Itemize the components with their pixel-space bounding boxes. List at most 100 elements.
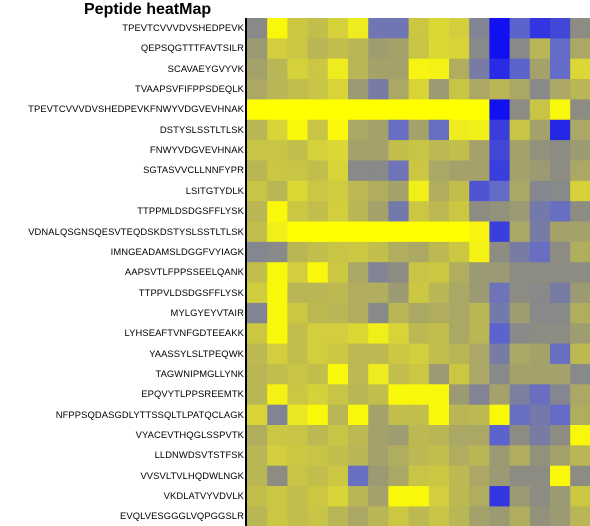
- heat-cell: [550, 58, 571, 80]
- heat-cell: [307, 323, 329, 345]
- heat-cell: [267, 445, 288, 467]
- heat-cell: [327, 38, 349, 60]
- heat-cell: [428, 140, 450, 162]
- heat-cell: [368, 160, 389, 182]
- heat-cell: [469, 465, 490, 487]
- heat-cell: [449, 58, 470, 80]
- heat-cell: [449, 282, 470, 304]
- heat-cell: [327, 99, 349, 121]
- heat-cell: [489, 221, 511, 243]
- heat-cell: [388, 506, 410, 526]
- heat-cell: [368, 18, 389, 39]
- heat-cell: [368, 262, 389, 284]
- heat-cell: [327, 79, 349, 100]
- heat-cell: [449, 425, 470, 446]
- heat-cell: [529, 465, 551, 487]
- heat-cell: [449, 180, 470, 202]
- heat-cell: [529, 180, 551, 202]
- heat-cell: [550, 465, 571, 487]
- heat-cell: [348, 404, 369, 426]
- heat-cell: [428, 38, 450, 60]
- heat-cell: [428, 425, 450, 446]
- heat-cell: [327, 343, 349, 365]
- heat-cell: [469, 241, 490, 263]
- heat-cell: [550, 160, 571, 182]
- row-label: FNWYVDGVEVHNAK: [149, 144, 244, 156]
- heat-cell: [247, 486, 268, 507]
- heat-cell: [550, 140, 571, 162]
- heat-cell: [267, 363, 288, 385]
- row-label: VYACEVTHQGLSSPVTK: [135, 429, 244, 440]
- heat-cell: [509, 18, 531, 39]
- heat-cell: [509, 465, 531, 487]
- heat-cell: [287, 282, 309, 304]
- heat-cell: [509, 241, 531, 263]
- heat-cell: [327, 302, 349, 324]
- heat-cell: [267, 99, 288, 121]
- heat-cell: [509, 323, 531, 345]
- heat-cell: [408, 404, 430, 426]
- heat-cell: [570, 119, 590, 141]
- heat-cell: [307, 99, 329, 121]
- heat-cell: [267, 262, 288, 284]
- heat-cell: [267, 140, 288, 162]
- heat-cell: [469, 445, 490, 467]
- row-label: VVSVLTVLHQDWLNGK: [140, 469, 244, 481]
- heat-cell: [307, 262, 329, 284]
- heat-cell: [408, 119, 430, 141]
- heat-cell: [529, 99, 551, 121]
- heat-cell: [408, 180, 430, 202]
- heat-cell: [327, 18, 349, 39]
- heat-cell: [469, 404, 490, 426]
- heat-cell: [489, 282, 511, 304]
- heat-cell: [388, 99, 410, 121]
- heat-cell: [368, 506, 389, 526]
- heat-cell: [570, 323, 590, 345]
- heat-cell: [247, 201, 268, 223]
- heat-cell: [509, 262, 531, 284]
- heat-cell: [247, 262, 268, 284]
- heat-cell: [428, 302, 450, 324]
- heat-cell: [550, 282, 571, 304]
- heat-cell: [489, 241, 511, 263]
- heat-cell: [428, 384, 450, 406]
- row-label: IMNGEADAMSLDGGFVYIAGK: [110, 245, 244, 257]
- heat-cell: [368, 119, 389, 141]
- heat-cell: [570, 38, 590, 60]
- heat-cell: [469, 486, 490, 507]
- heat-cell: [388, 180, 410, 202]
- heat-cell: [348, 241, 369, 263]
- heat-cell: [388, 323, 410, 345]
- heat-cell: [267, 425, 288, 446]
- heat-cell: [570, 363, 590, 385]
- heat-cell: [469, 262, 490, 284]
- heat-cell: [287, 18, 309, 39]
- heat-cell: [408, 506, 430, 526]
- heat-cell: [529, 282, 551, 304]
- heat-cell: [287, 323, 309, 345]
- heat-cell: [247, 363, 268, 385]
- heat-cell: [550, 363, 571, 385]
- heat-cell: [489, 38, 511, 60]
- heat-cell: [287, 486, 309, 507]
- heat-cell: [529, 486, 551, 507]
- heat-cell: [489, 486, 511, 507]
- heat-cell: [267, 18, 288, 39]
- heat-cell: [529, 445, 551, 467]
- heat-cell: [570, 343, 590, 365]
- heat-cell: [287, 404, 309, 426]
- heat-cell: [408, 241, 430, 263]
- heat-cell: [550, 79, 571, 100]
- heat-cell: [550, 180, 571, 202]
- y-axis-line: [245, 18, 247, 526]
- heat-cell: [570, 221, 590, 243]
- heat-cell: [327, 201, 349, 223]
- row-label: VKDLATVYVDVLK: [163, 490, 244, 502]
- heat-cell: [550, 486, 571, 507]
- heat-cell: [408, 445, 430, 467]
- heat-cell: [247, 425, 268, 446]
- heat-cell: [449, 38, 470, 60]
- heat-cell: [509, 363, 531, 385]
- heat-cell: [570, 465, 590, 487]
- heat-cell: [469, 160, 490, 182]
